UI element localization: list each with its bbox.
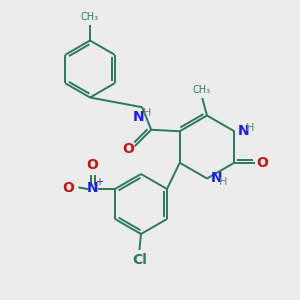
Text: N: N	[238, 124, 250, 138]
Text: O: O	[63, 181, 74, 194]
Text: H: H	[246, 123, 254, 133]
Text: CH₃: CH₃	[81, 12, 99, 22]
Text: O: O	[87, 158, 98, 172]
Text: CH₃: CH₃	[193, 85, 211, 95]
Text: H: H	[218, 177, 227, 187]
Text: N: N	[87, 181, 98, 194]
Text: N: N	[133, 110, 144, 124]
Text: Cl: Cl	[132, 254, 147, 268]
Text: ⁻: ⁻	[65, 188, 72, 202]
Text: H: H	[142, 108, 151, 118]
Text: O: O	[122, 142, 134, 156]
Text: N: N	[211, 172, 222, 185]
Text: +: +	[95, 177, 103, 188]
Text: O: O	[256, 156, 268, 170]
